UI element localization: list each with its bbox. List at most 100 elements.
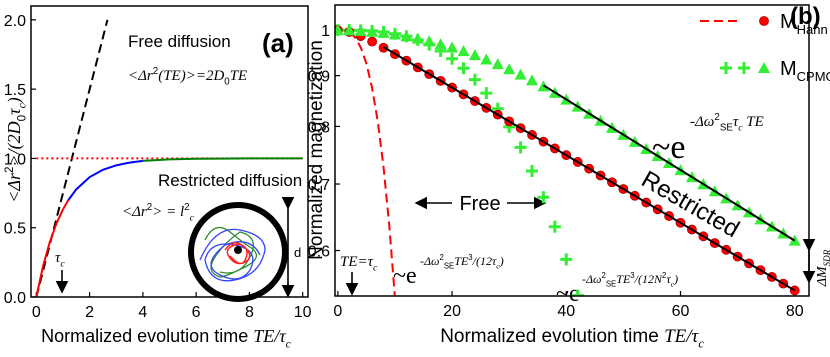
plot-frame [334, 4, 810, 297]
panel-a: Free diffusion <Δr2(TE)>=2D0TE Restricte… [3, 5, 312, 350]
legend-marker [720, 62, 732, 74]
text-part: -Δω [582, 272, 602, 286]
annotation: ΔMSDR [815, 249, 830, 287]
panel-b: Free Restricted ~e -Δω2SEτc TE ~e -Δω2SE… [306, 3, 830, 351]
text-part: <Δr [122, 204, 147, 220]
text-part: c [496, 262, 500, 271]
series-line [35, 199, 70, 297]
text-part: > = l [152, 204, 184, 220]
annotation: Free [459, 193, 500, 215]
text-part: 2 [714, 112, 719, 123]
marker-plus [526, 164, 539, 177]
text-part: >/(2D [4, 121, 25, 166]
annotation: Free diffusion [128, 32, 231, 51]
y-tick-label: 0.7 [308, 177, 330, 194]
text-part: ) [499, 254, 504, 268]
text-part: /(12τ [472, 254, 497, 268]
x-tick-label: 4 [138, 304, 147, 321]
marker-triangle [423, 35, 436, 47]
legend-name-sub: CPMG [797, 69, 830, 84]
marker-triangle [343, 24, 356, 36]
series-line [67, 159, 143, 201]
text-part: -Δω [690, 114, 714, 130]
marker-triangle [434, 38, 447, 50]
annotation-exponent: -Δω2SETE3/(12N2τc) [582, 271, 678, 288]
text-part: 2 [147, 202, 152, 213]
walk-red [224, 242, 251, 265]
x-tick-label: 20 [443, 303, 461, 320]
text-part: c [15, 102, 28, 108]
marker-triangle [526, 74, 539, 86]
x-axis-label: Normalized evolution time TE/τc [440, 326, 704, 351]
text-part: 2 [3, 167, 16, 174]
legend-label: MCPMG [780, 58, 830, 84]
marker-triangle [400, 30, 413, 42]
annotation-exponent: -Δω2SEτc TE [690, 112, 764, 134]
marker-triangle [503, 63, 516, 75]
x-tick-label: 10 [294, 304, 312, 321]
text-part: <Δr [4, 172, 24, 203]
text-part: c [698, 337, 704, 351]
series-line [542, 84, 796, 242]
y-tick-label: 1.5 [4, 82, 26, 99]
text-part: 0 [15, 114, 28, 121]
text-part: SE [444, 262, 454, 271]
text-part: Free [459, 193, 500, 215]
legend-name-sub: Hahn [797, 22, 828, 37]
text-part: τ [666, 272, 671, 286]
text-part: TE=τ [340, 254, 374, 270]
y-tick-label: 2.0 [4, 13, 26, 30]
text-part: 2 [184, 202, 189, 213]
legend-entry: MHahn [700, 11, 828, 37]
text-part: c [286, 337, 292, 350]
legend-name: M [780, 58, 797, 80]
x-tick-label: 8 [245, 304, 254, 321]
text-part: 0 [224, 77, 230, 88]
text-part: Normalized evolution time [41, 326, 253, 346]
marker-triangle [377, 26, 390, 38]
walk-origin [234, 246, 242, 254]
text-part: 2 [602, 271, 606, 280]
marker-triangle [335, 24, 344, 36]
y-tick-label: 0.0 [4, 290, 26, 307]
text-part: ΔM [815, 265, 830, 287]
text-part: Free diffusion [128, 32, 231, 51]
text-part: TE [616, 272, 631, 286]
inset-illustration [180, 196, 302, 302]
text-part: -Δω [420, 254, 440, 268]
marker-triangle [457, 45, 470, 57]
text-part: 2 [440, 253, 444, 262]
annotation: Restricted diffusion [158, 171, 302, 190]
text-part: 3 [630, 271, 634, 280]
marker-plus [480, 87, 493, 100]
x-tick-label: 0 [32, 304, 41, 321]
marker-triangle [446, 41, 459, 53]
annotation-exponent: -Δω2SETE3/(12τc) [420, 253, 504, 270]
marker-plus [468, 73, 481, 86]
text-part: Normalized magnetization [306, 40, 327, 260]
marker-plus [548, 220, 561, 233]
text-part: τ [4, 108, 24, 115]
x-tick-label: 2 [85, 304, 94, 321]
marker-plus [446, 52, 459, 65]
text-part: SDR [822, 249, 830, 266]
series-line [348, 31, 396, 296]
x-tick-label: 0 [333, 303, 342, 320]
text-part: c [373, 263, 378, 274]
marker-triangle [388, 28, 401, 40]
marker-plus [514, 141, 527, 154]
text-part: TE/τ [664, 326, 699, 347]
annotation: <Δr2> = l2c [122, 202, 195, 224]
text-part: c [190, 213, 195, 224]
panel-label: (a) [262, 28, 294, 58]
text-part: τ [55, 250, 61, 266]
marker-triangle [514, 68, 527, 80]
annotation-base: ~e [393, 263, 417, 289]
marker-circle [367, 36, 378, 47]
annotation: TE=τc [340, 254, 378, 274]
y-tick-label: 0.8 [308, 119, 330, 136]
text-part: c [671, 280, 675, 289]
text-part: ) [673, 272, 678, 286]
text-part: τ [733, 114, 739, 130]
text-part: TE [454, 254, 469, 268]
